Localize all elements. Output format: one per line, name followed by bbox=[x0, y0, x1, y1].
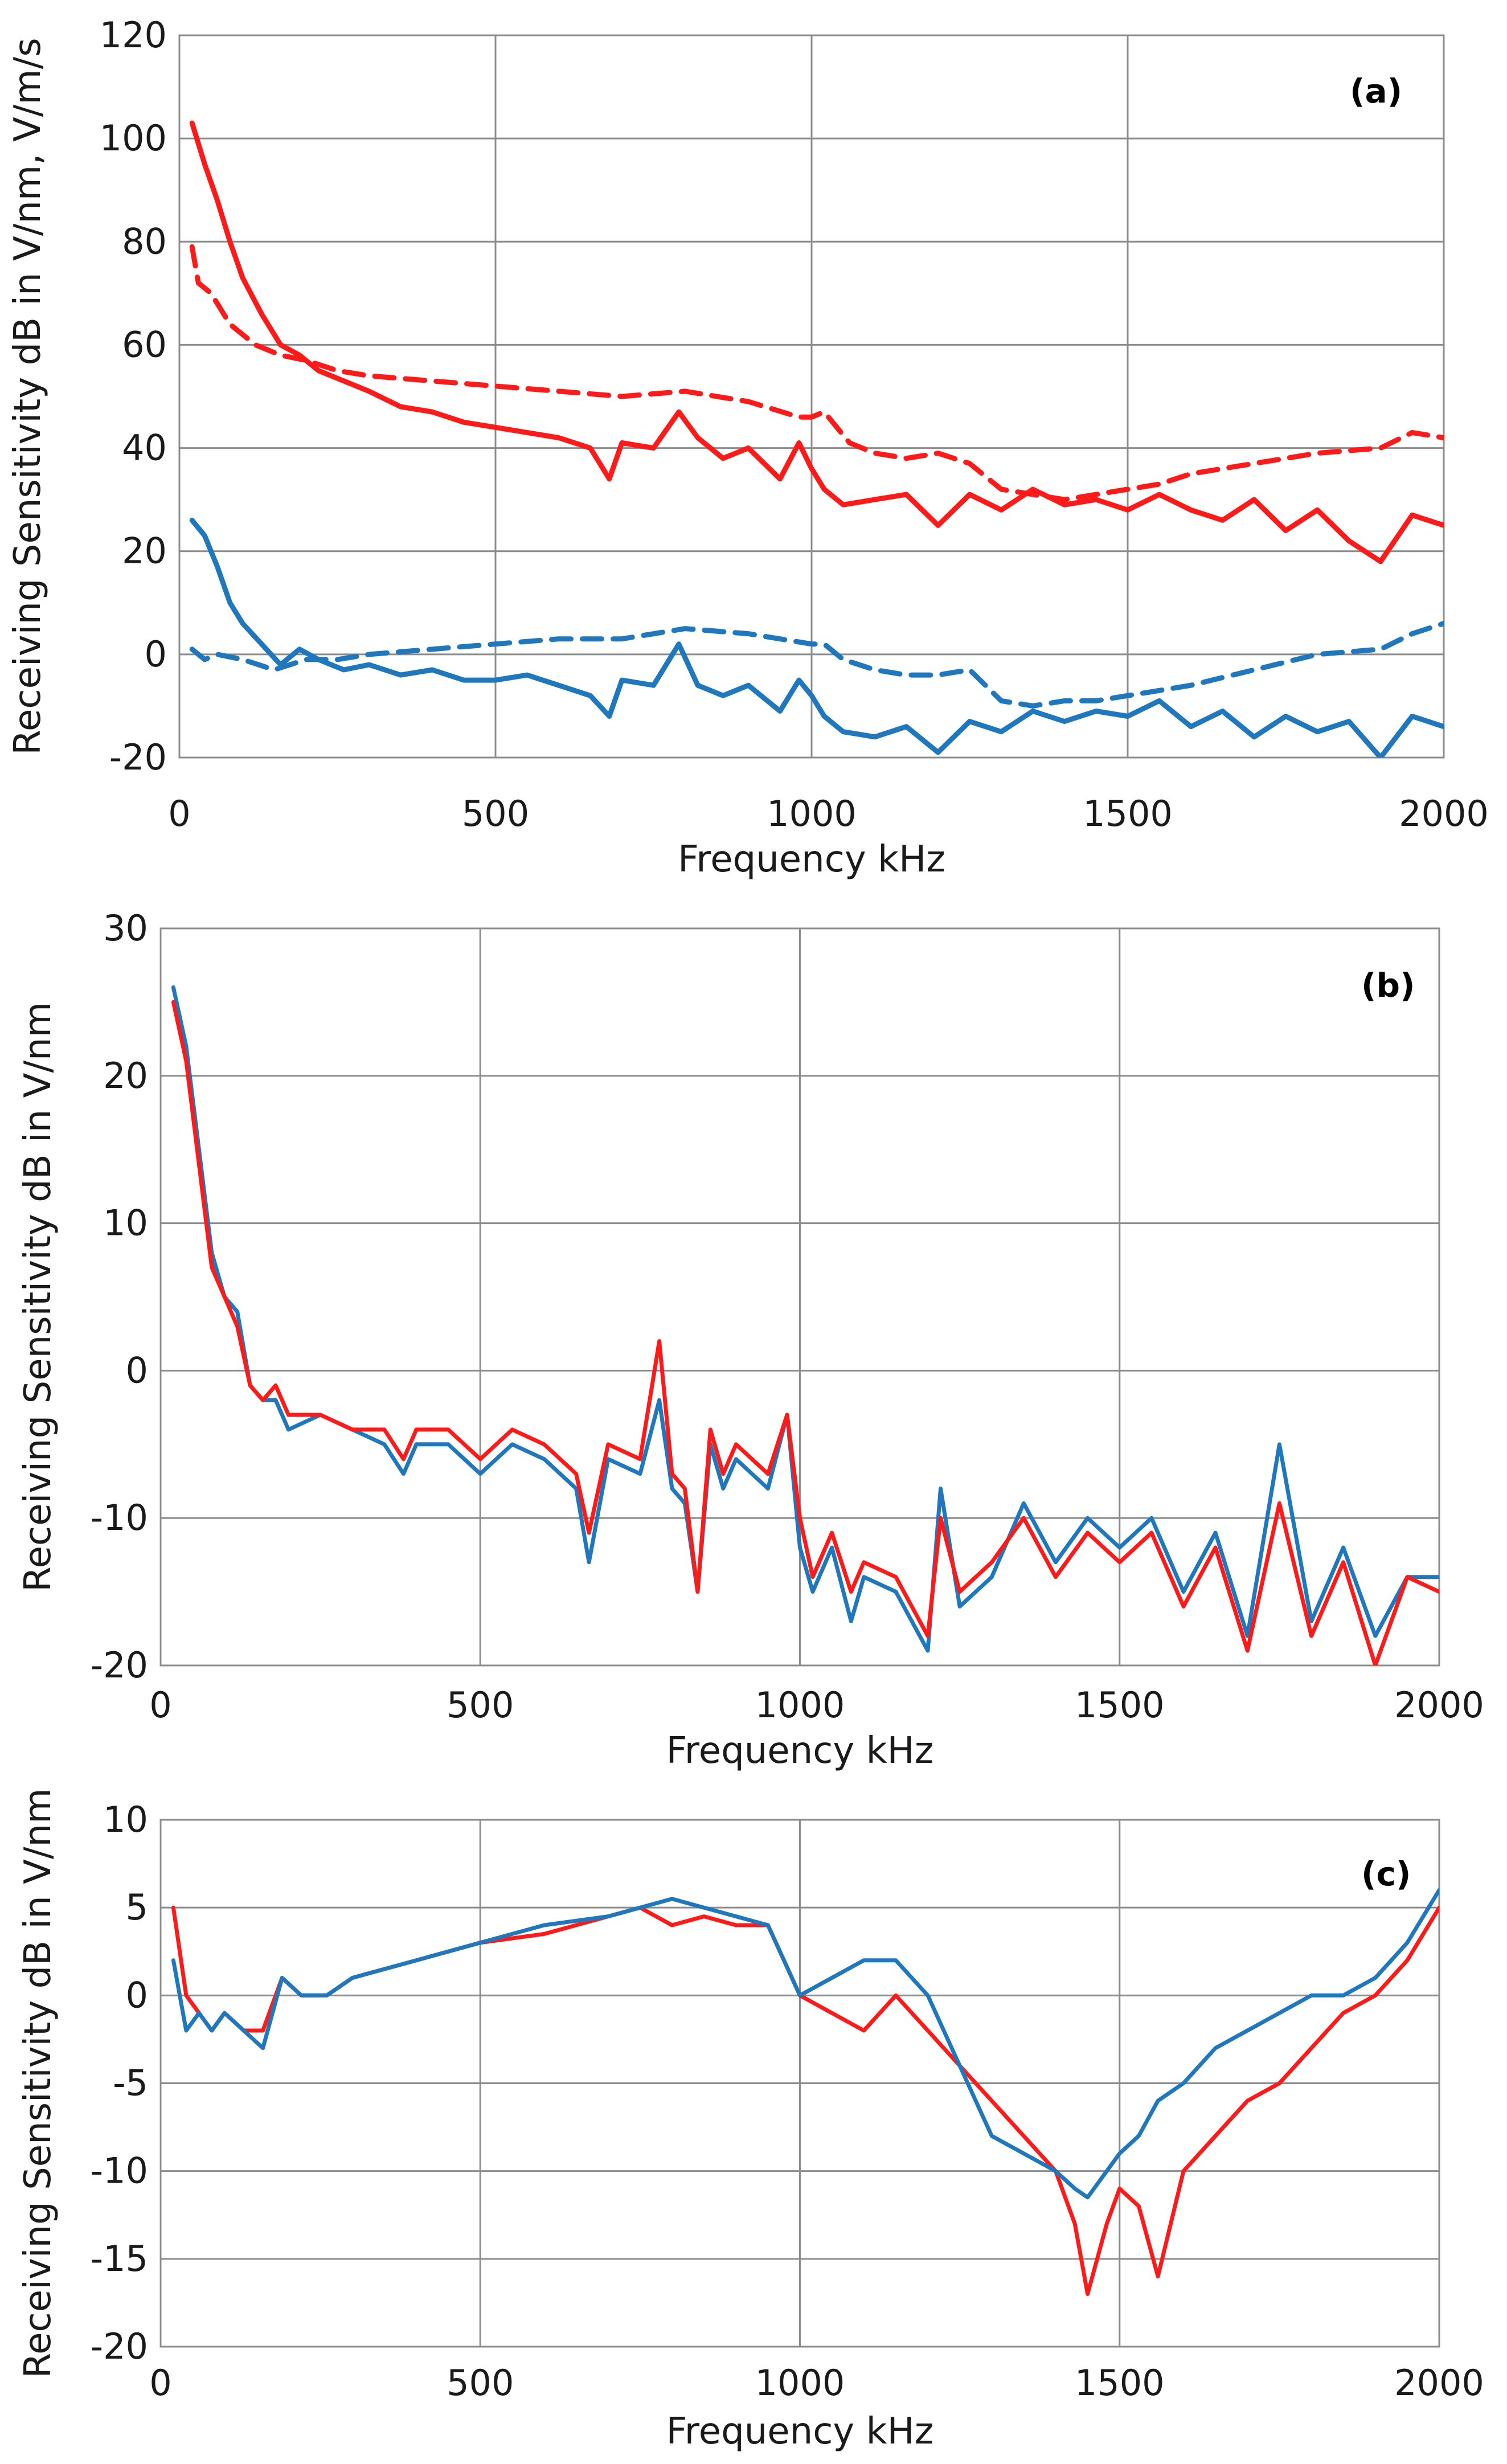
panel-3-x-axis-label: Frequency kHz bbox=[666, 2410, 934, 2453]
panel-3-ytick-label: -20 bbox=[91, 2326, 148, 2367]
panel-1-ytick-label: 80 bbox=[122, 220, 167, 262]
panel-3-xtick-label: 0 bbox=[149, 2362, 171, 2404]
panel-2-ytick-label: 10 bbox=[103, 1202, 148, 1244]
panel-3-series-blue bbox=[171, 1888, 1439, 2200]
panel-1-ytick-label: 60 bbox=[122, 324, 167, 365]
panel-3-y-axis-label: Receiving Sensitivity dB in V/nm bbox=[17, 1788, 59, 2379]
panel-1-ytick-label: 20 bbox=[122, 530, 167, 572]
panel-1-ytick-label: 40 bbox=[122, 427, 167, 469]
panel-3-tag: (c) bbox=[1361, 1855, 1411, 1893]
panel-3-ytick-label: 0 bbox=[126, 1974, 148, 2016]
panel-1-x-axis-label: Frequency kHz bbox=[678, 838, 945, 881]
panel-3-xtick-label: 1000 bbox=[755, 2362, 845, 2404]
panel-3-ytick-label: 10 bbox=[103, 1799, 148, 1840]
panel-2-xtick-label: 1000 bbox=[755, 1684, 845, 1726]
panel-2-tag: (b) bbox=[1361, 966, 1415, 1005]
panel-3-xtick-label: 1500 bbox=[1075, 2362, 1165, 2404]
panel-2-xtick-label: 2000 bbox=[1394, 1684, 1484, 1726]
panel-2-ytick-label: -10 bbox=[91, 1497, 148, 1538]
panel-2-xtick-label: 1500 bbox=[1075, 1684, 1165, 1726]
panel-1-y-axis-label: Receiving Sensitivity dB in V/nm, V/m/s bbox=[7, 38, 49, 755]
panel-3-ytick-label: -15 bbox=[91, 2238, 148, 2279]
panel-1-series-red-solid bbox=[189, 120, 1444, 564]
panel-1-xtick-label: 500 bbox=[462, 793, 529, 834]
panel-3-ytick-label: -10 bbox=[91, 2150, 148, 2192]
panel-3-xtick-label: 500 bbox=[447, 2362, 514, 2404]
panel-3-ytick-label: 5 bbox=[126, 1886, 148, 1928]
panel-1-ytick-label: 100 bbox=[100, 117, 167, 159]
panel-2-xtick-label: 0 bbox=[149, 1684, 171, 1726]
panel-3-xtick-label: 2000 bbox=[1394, 2362, 1484, 2404]
panel-2-xtick-label: 500 bbox=[447, 1684, 514, 1726]
panel-1-ytick-label: -20 bbox=[109, 736, 167, 778]
panel-1-tag: (a) bbox=[1350, 72, 1402, 110]
panel-2-series-red bbox=[171, 1000, 1439, 1665]
panel-1-xtick-label: 2000 bbox=[1399, 793, 1489, 834]
panel-2-ytick-label: 0 bbox=[126, 1349, 148, 1391]
panel-1-series-red-dashed bbox=[189, 244, 1444, 502]
panel-1-ytick-label: 120 bbox=[100, 14, 167, 56]
panel-1-xtick-label: 1500 bbox=[1083, 793, 1173, 834]
panel-1-xtick-label: 0 bbox=[168, 793, 190, 834]
panel-3-ytick-label: -5 bbox=[113, 2062, 148, 2104]
panel-2-ytick-label: -20 bbox=[91, 1644, 148, 1686]
panel-2-x-axis-label: Frequency kHz bbox=[666, 1730, 934, 1772]
panel-1-series-blue-dashed bbox=[189, 621, 1444, 709]
panel-2-series-blue bbox=[171, 985, 1439, 1653]
panel-1-xtick-label: 1000 bbox=[767, 793, 857, 834]
panel-2-y-axis-label: Receiving Sensitivity dB in V/nm bbox=[17, 1002, 59, 1592]
panel-2-ytick-label: 30 bbox=[103, 907, 148, 949]
panel-1-ytick-label: 0 bbox=[145, 633, 167, 675]
panel-2-ytick-label: 20 bbox=[103, 1055, 148, 1096]
